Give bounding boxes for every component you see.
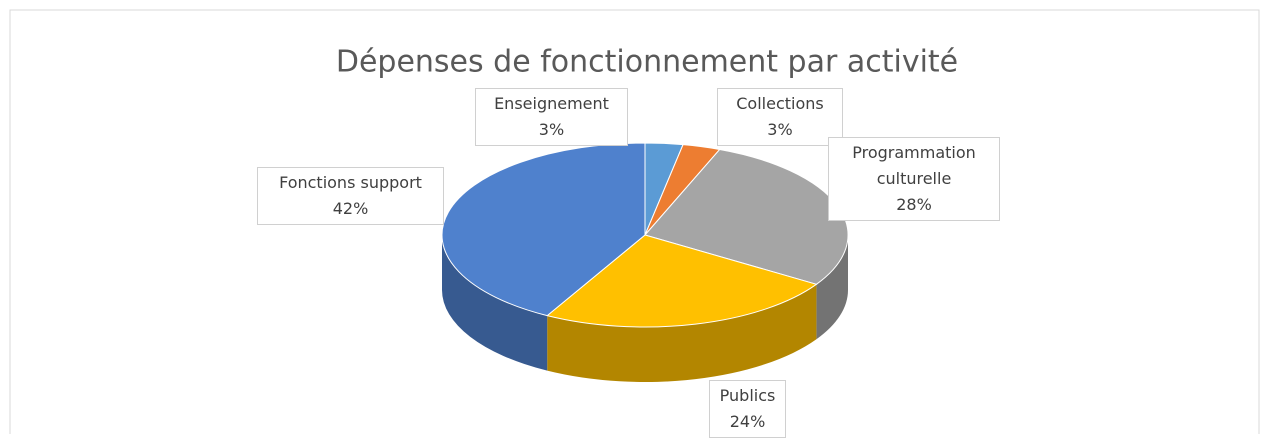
slice-side: [547, 284, 817, 382]
data-label: Collections 3%: [717, 88, 843, 146]
label-value: 3%: [767, 120, 793, 139]
label-value: 3%: [538, 120, 565, 139]
label-category: Enseignement: [494, 94, 609, 113]
data-label: Publics 24%: [709, 380, 786, 438]
chart-frame: [9, 9, 1260, 434]
data-label: Programmation culturelle 28%: [828, 137, 1000, 221]
label-value: 42%: [332, 199, 369, 218]
label-category: Publics: [719, 386, 776, 405]
slice-side: [442, 235, 548, 371]
label-category: Fonctions support: [279, 173, 422, 192]
slice: [546, 234, 818, 328]
data-label: Enseignement 3%: [475, 88, 628, 146]
label-value: 24%: [729, 412, 766, 431]
label-value: 28%: [896, 195, 932, 214]
slice: [441, 142, 646, 317]
chart-title: Dépenses de fonctionnement par activité: [336, 45, 958, 80]
data-label: Fonctions support 42%: [257, 167, 444, 225]
label-category: Collections: [736, 94, 824, 113]
label-category: Programmation culturelle: [852, 143, 976, 188]
